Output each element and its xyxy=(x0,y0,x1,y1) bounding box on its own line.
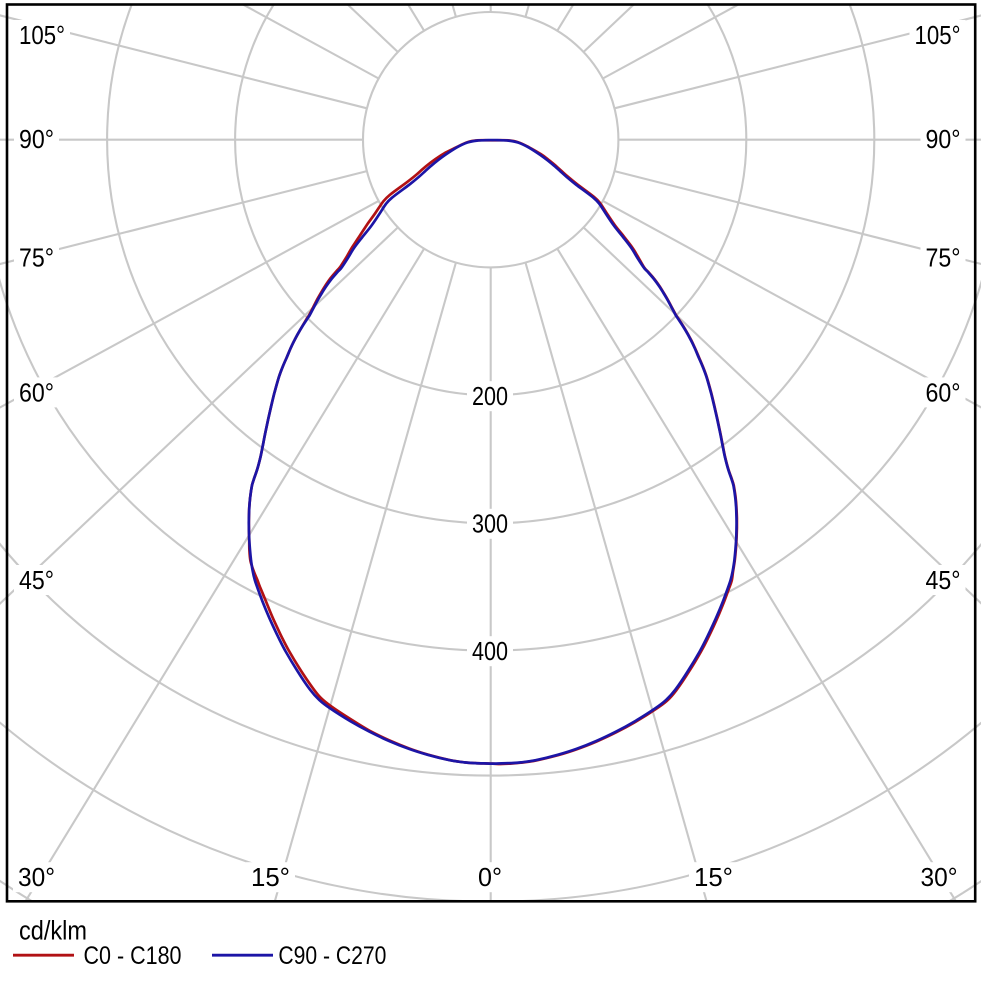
svg-text:60°: 60° xyxy=(19,379,54,407)
svg-text:45°: 45° xyxy=(19,567,54,595)
svg-text:15°: 15° xyxy=(694,864,733,892)
svg-text:C0 - C180: C0 - C180 xyxy=(84,942,182,970)
svg-text:cd/klm: cd/klm xyxy=(19,916,87,946)
svg-text:45°: 45° xyxy=(926,567,961,595)
svg-text:105°: 105° xyxy=(915,22,961,50)
svg-text:75°: 75° xyxy=(19,245,54,273)
svg-text:C90 - C270: C90 - C270 xyxy=(278,942,386,970)
svg-text:300: 300 xyxy=(472,511,508,539)
svg-text:30°: 30° xyxy=(921,864,958,892)
svg-text:400: 400 xyxy=(472,638,508,666)
svg-text:90°: 90° xyxy=(19,126,54,154)
svg-text:75°: 75° xyxy=(926,245,961,273)
svg-text:105°: 105° xyxy=(19,22,65,50)
svg-text:0°: 0° xyxy=(478,864,502,892)
svg-text:200: 200 xyxy=(472,383,508,411)
svg-text:90°: 90° xyxy=(926,126,961,154)
svg-text:30°: 30° xyxy=(18,864,55,892)
svg-text:60°: 60° xyxy=(926,379,961,407)
svg-text:15°: 15° xyxy=(251,864,290,892)
